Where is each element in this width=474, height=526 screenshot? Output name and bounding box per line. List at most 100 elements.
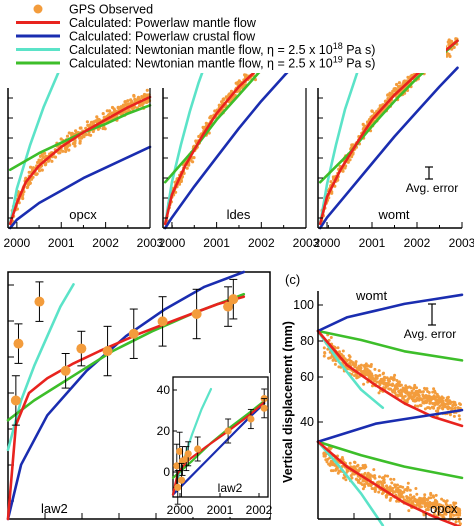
gps-point — [202, 126, 206, 130]
gps-point — [405, 389, 409, 392]
gps-point — [357, 364, 361, 368]
gps-point — [365, 369, 369, 373]
gps-point — [323, 351, 327, 354]
gps-point — [346, 160, 350, 164]
gps-point — [386, 93, 390, 97]
gps-point — [395, 82, 399, 87]
station-label: law2 — [41, 501, 68, 516]
gps-point — [385, 484, 389, 488]
gps-point — [50, 159, 54, 163]
gps-point — [413, 498, 417, 502]
gps-point — [452, 507, 456, 511]
gps-point — [63, 146, 67, 151]
gps-point — [361, 487, 365, 491]
gps-point — [384, 495, 388, 499]
gps-point — [445, 506, 449, 510]
gps-point — [417, 393, 421, 397]
gps-point — [103, 115, 107, 119]
gps-point — [389, 376, 393, 380]
gps-point — [95, 115, 99, 119]
legend-label: GPS Observed — [69, 3, 153, 17]
gps-point — [393, 485, 397, 489]
gps-point — [217, 103, 221, 107]
gps-point — [426, 508, 430, 512]
gps-point — [363, 483, 367, 486]
y-tick-label: 60 — [300, 370, 314, 384]
legend-entry-power_crust: Calculated: Powerlaw crustal flow — [16, 30, 256, 44]
gps-point — [452, 503, 456, 507]
inset-y-tick-label: 40 — [157, 383, 171, 397]
panel-c-womt-newt18-line — [316, 329, 385, 410]
gps-point — [449, 511, 453, 515]
gps-point — [140, 96, 144, 100]
gps-point — [191, 160, 195, 164]
gps-point — [74, 129, 78, 133]
gps-point — [378, 475, 381, 479]
inset-gps-point — [176, 447, 184, 455]
gps-point — [229, 89, 234, 93]
gps-point — [209, 114, 213, 118]
gps-point — [243, 73, 247, 77]
gps-point — [434, 493, 438, 497]
inset-gps-point — [177, 476, 186, 484]
gps-point — [350, 476, 354, 480]
gps-point — [432, 387, 436, 391]
gps-point — [28, 181, 32, 185]
gps-point — [30, 177, 34, 181]
gps-point — [340, 353, 344, 357]
newt18-line — [163, 56, 209, 226]
gps-point — [336, 471, 340, 475]
gps-point — [371, 474, 374, 478]
gps-point — [53, 155, 58, 159]
gps-point — [407, 397, 411, 400]
gps-point — [423, 407, 427, 411]
gps-point — [446, 406, 450, 410]
gps-point — [61, 149, 65, 153]
x-tick-label: 2003 — [293, 236, 320, 250]
gps-point — [416, 503, 420, 507]
gps-point — [427, 406, 431, 410]
gps-point — [347, 358, 351, 362]
gps-point — [68, 143, 72, 147]
panel-c-opcx-newt18-line — [316, 440, 385, 526]
gps-point — [358, 477, 362, 481]
gps-point — [417, 500, 421, 504]
gps-point — [441, 396, 445, 400]
inset-gps-point — [173, 462, 181, 470]
gps-point — [362, 382, 366, 386]
gps-point — [91, 129, 95, 134]
gps-point — [432, 512, 436, 516]
gps-point — [79, 126, 83, 130]
inset-gps-point — [174, 483, 182, 491]
gps-point — [26, 185, 30, 189]
gps-point — [79, 136, 83, 140]
gps-point — [395, 379, 399, 382]
gps-point — [94, 119, 98, 123]
gps-point — [391, 490, 395, 493]
y-axis-label: Vertical displacement (mm) — [281, 321, 295, 483]
legend-entry-newt19: Calculated: Newtonian mantle flow, η = 2… — [16, 55, 375, 71]
gps-point — [388, 485, 392, 489]
gps-point — [409, 74, 413, 78]
gps-point — [373, 367, 377, 371]
gps-point — [85, 120, 89, 124]
gps-point — [424, 400, 427, 404]
gps-point — [410, 389, 414, 393]
panel-c-opcx-power-mantle-line — [316, 440, 462, 526]
gps-point — [349, 474, 353, 478]
gps-point — [65, 134, 70, 138]
gps-point — [329, 336, 333, 339]
gps-point — [42, 155, 46, 160]
gps-point — [222, 98, 226, 102]
gps-point — [126, 102, 130, 106]
gps-point — [382, 378, 386, 382]
gps-point — [458, 417, 462, 421]
inset-gps-point — [224, 427, 232, 435]
gps-point — [333, 362, 337, 366]
panel-c-opcx-power-crust-line — [316, 408, 464, 444]
gps-point — [444, 512, 448, 516]
station-label: ldes — [227, 207, 251, 222]
